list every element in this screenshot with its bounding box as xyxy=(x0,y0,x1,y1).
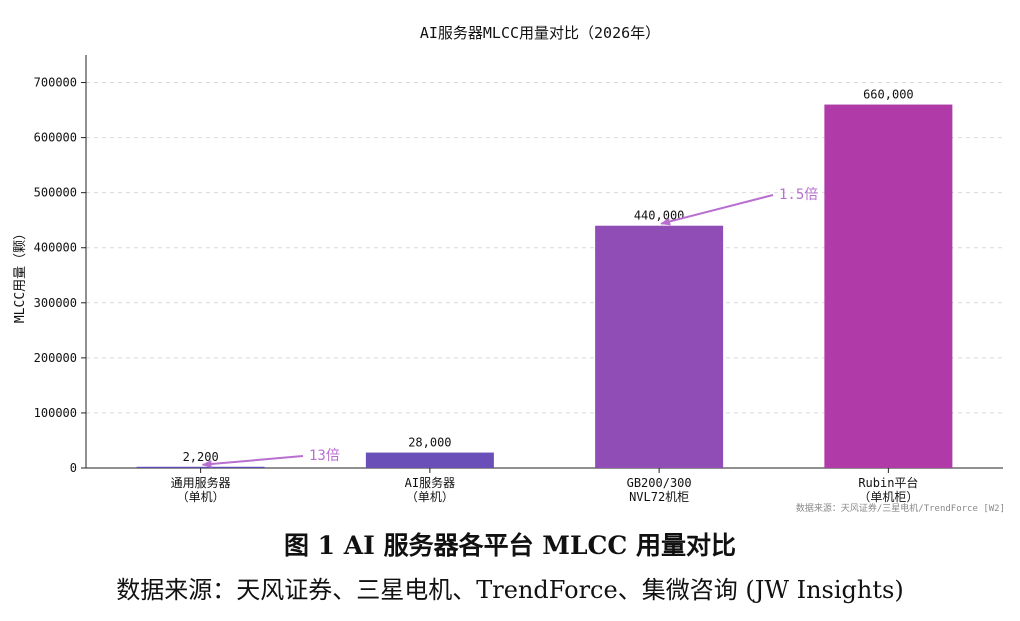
tick-labels: 0 100000 200000 300000 400000 500000 600000 700… xyxy=(34,76,919,504)
annotation-arrow xyxy=(660,194,774,226)
x-tick-label: （单机柜） xyxy=(858,490,918,504)
annotations: 13倍 1.5倍 xyxy=(201,187,818,468)
x-tick-label: （单机） xyxy=(177,490,225,504)
x-tick-label: 通用服务器 xyxy=(171,475,231,490)
y-axis-label: MLCC用量（颗） xyxy=(13,227,28,323)
annotation-label: 1.5倍 xyxy=(779,187,818,203)
data-label: 28,000 xyxy=(408,436,451,450)
y-tick-label: 700000 xyxy=(34,76,77,90)
x-tick-label: GB200/300 xyxy=(627,476,692,490)
bar xyxy=(595,225,724,468)
bar xyxy=(136,466,265,468)
y-tick-label: 0 xyxy=(70,461,77,475)
data-label: 2,200 xyxy=(183,450,219,464)
figure-caption-source: 数据来源：天风证券、三星电机、TrendForce、集微咨询 (JW Insig… xyxy=(116,576,904,604)
figure-caption-title: 图 1 AI 服务器各平台 MLCC 用量对比 xyxy=(283,531,737,560)
bars xyxy=(136,104,953,468)
data-label: 440,000 xyxy=(634,209,685,223)
y-tick-label: 500000 xyxy=(34,186,77,200)
y-tick-label: 200000 xyxy=(34,351,77,365)
bar xyxy=(365,452,494,468)
x-tick-label: NVL72机柜 xyxy=(629,490,689,504)
grid-lines xyxy=(86,82,1003,414)
data-labels: 2,200 28,000 440,000 660,000 xyxy=(183,88,914,464)
y-tick-label: 100000 xyxy=(34,406,77,420)
x-tick-label: Rubin平台 xyxy=(858,475,918,490)
annotation-label: 13倍 xyxy=(309,448,340,464)
y-tick-label: 600000 xyxy=(34,131,77,145)
y-tick-label: 300000 xyxy=(34,296,77,310)
data-label: 660,000 xyxy=(863,88,914,102)
chart-source-note: 数据来源：天风证券/三星电机/TrendForce [W2] xyxy=(796,502,1005,514)
x-tick-label: （单机） xyxy=(406,490,454,504)
bar-chart: AI服务器MLCC用量对比（2026年） MLCC用量（颗） 2,200 28,0… xyxy=(13,24,1005,514)
x-tick-label: AI服务器 xyxy=(405,475,455,490)
y-tick-label: 400000 xyxy=(34,241,77,255)
chart-title: AI服务器MLCC用量对比（2026年） xyxy=(420,24,660,42)
bar xyxy=(824,104,953,468)
annotation-arrow xyxy=(201,455,304,468)
